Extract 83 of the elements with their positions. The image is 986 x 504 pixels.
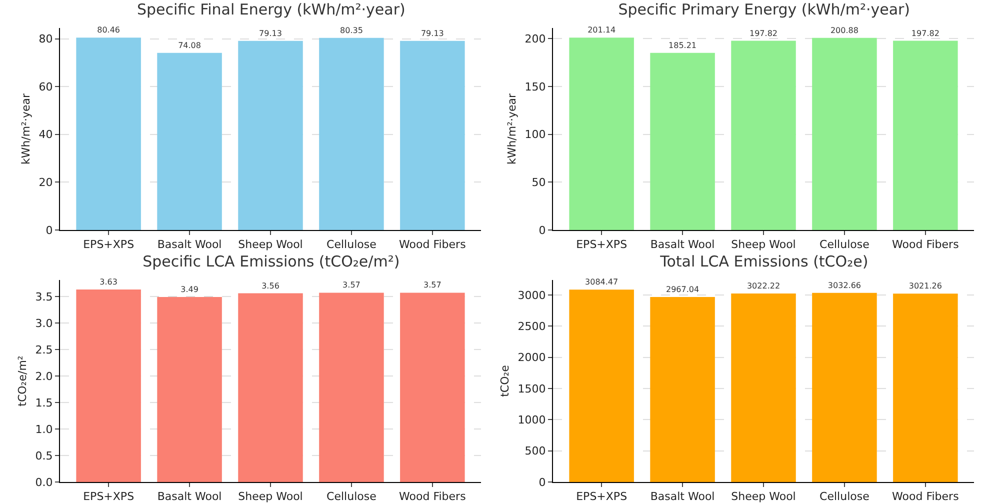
data-label: 200.88 bbox=[830, 26, 858, 35]
bar bbox=[157, 52, 222, 230]
chart-title: Total LCA Emissions (tCO₂e) bbox=[659, 252, 868, 270]
data-label: 3084.47 bbox=[585, 278, 618, 287]
y-tick-label: 20 bbox=[38, 176, 53, 190]
y-tick-label: 0.0 bbox=[35, 476, 53, 489]
bar bbox=[319, 38, 384, 230]
y-axis-title: kWh/m²·year bbox=[505, 92, 518, 165]
data-label: 197.82 bbox=[750, 28, 778, 38]
data-label: 3022.22 bbox=[746, 282, 780, 291]
y-tick-label: 200 bbox=[524, 32, 546, 46]
x-tick-label: Cellulose bbox=[326, 490, 377, 504]
data-label: 3.49 bbox=[180, 284, 198, 294]
bar bbox=[569, 38, 634, 230]
data-label: 74.08 bbox=[178, 40, 201, 50]
bar bbox=[650, 52, 715, 230]
y-tick-label: 3.0 bbox=[35, 316, 53, 330]
y-tick-label: 0 bbox=[46, 224, 53, 237]
x-tick-label: Basalt Wool bbox=[157, 490, 222, 504]
y-tick-label: 2000 bbox=[518, 351, 546, 364]
x-tick-label: Basalt Wool bbox=[650, 238, 715, 252]
y-axis-title: kWh/m²·year bbox=[19, 92, 32, 165]
x-tick-label: EPS+XPS bbox=[83, 490, 134, 504]
x-tick-label: Wood Fibers bbox=[399, 490, 466, 504]
y-tick-label: 2.0 bbox=[35, 370, 53, 383]
y-tick-label: 40 bbox=[38, 128, 53, 142]
bar bbox=[893, 40, 958, 230]
data-label: 197.82 bbox=[911, 28, 940, 38]
data-label: 3.57 bbox=[424, 280, 442, 290]
x-tick-label: Wood Fibers bbox=[892, 238, 960, 252]
y-tick-label: 100 bbox=[524, 128, 546, 142]
y-tick-label: 60 bbox=[38, 80, 53, 94]
data-label: 3032.66 bbox=[828, 280, 862, 290]
x-tick-label: Cellulose bbox=[820, 490, 870, 504]
y-axis-title: tCO₂e/m² bbox=[16, 356, 29, 406]
x-tick-label: Sheep Wool bbox=[238, 490, 303, 504]
y-tick-label: 0.5 bbox=[35, 449, 53, 462]
y-tick-label: 1000 bbox=[518, 413, 546, 426]
y-tick-label: 2.5 bbox=[35, 343, 53, 356]
y-tick-label: 0 bbox=[538, 224, 546, 237]
data-label: 2967.04 bbox=[666, 284, 700, 294]
y-tick-label: 500 bbox=[524, 444, 546, 458]
x-tick-label: Sheep Wool bbox=[731, 238, 796, 252]
y-tick-label: 150 bbox=[524, 80, 546, 94]
chart-title: Specific LCA Emissions (tCO₂e/m²) bbox=[142, 252, 400, 270]
data-label: 3.63 bbox=[100, 278, 118, 287]
y-axis-title: tCO₂e bbox=[498, 364, 512, 397]
y-tick-label: 80 bbox=[38, 32, 53, 46]
x-tick-label: Basalt Wool bbox=[650, 490, 715, 504]
x-tick-label: Wood Fibers bbox=[399, 238, 466, 252]
bar bbox=[400, 40, 465, 230]
x-tick-label: Sheep Wool bbox=[238, 238, 303, 252]
y-tick-label: 2500 bbox=[518, 320, 546, 333]
y-tick-label: 0 bbox=[538, 476, 546, 489]
y-tick-label: 1.5 bbox=[35, 396, 53, 410]
bar bbox=[812, 38, 877, 230]
x-tick-label: Cellulose bbox=[326, 238, 377, 252]
x-tick-label: EPS+XPS bbox=[576, 490, 628, 504]
data-label: 80.46 bbox=[97, 26, 120, 35]
data-label: 201.14 bbox=[588, 26, 616, 35]
data-label: 79.13 bbox=[420, 28, 444, 38]
data-label: 79.13 bbox=[259, 28, 282, 38]
data-label: 185.21 bbox=[668, 40, 697, 50]
x-tick-label: EPS+XPS bbox=[576, 238, 628, 252]
x-tick-label: Cellulose bbox=[820, 238, 870, 252]
y-tick-label: 1500 bbox=[518, 382, 546, 396]
bar bbox=[76, 38, 141, 230]
x-tick-label: EPS+XPS bbox=[83, 238, 134, 252]
data-label: 3.57 bbox=[342, 280, 360, 290]
chart-title: Specific Final Energy (kWh/m²·year) bbox=[136, 0, 406, 18]
data-label: 3021.26 bbox=[908, 282, 942, 291]
y-tick-label: 3000 bbox=[518, 288, 546, 302]
chart-title: Specific Primary Energy (kWh/m²·year) bbox=[618, 0, 910, 18]
y-tick-label: 1.0 bbox=[35, 422, 53, 436]
y-tick-label: 3.5 bbox=[35, 290, 53, 304]
bar bbox=[731, 40, 796, 230]
y-tick-label: 50 bbox=[532, 176, 546, 190]
x-tick-label: Wood Fibers bbox=[892, 490, 960, 504]
data-label: 3.56 bbox=[262, 281, 280, 290]
x-tick-label: Sheep Wool bbox=[731, 490, 796, 504]
data-label: 80.35 bbox=[340, 26, 363, 35]
bar bbox=[238, 40, 303, 230]
x-tick-label: Basalt Wool bbox=[157, 238, 222, 252]
